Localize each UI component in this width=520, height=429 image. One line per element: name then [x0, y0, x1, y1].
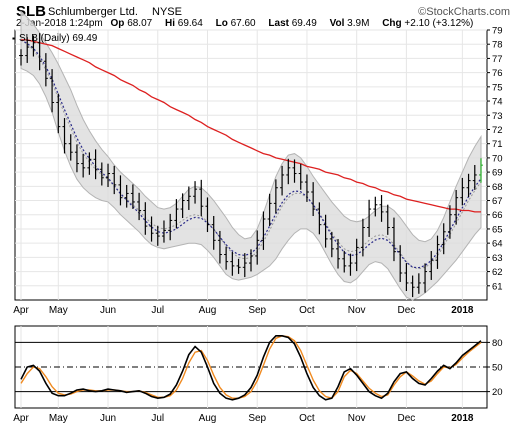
price-x-tick-label: May — [49, 305, 68, 316]
price-y-tick-label: 75 — [492, 82, 503, 93]
price-legend: SLB (Daily) 69.49 — [19, 33, 98, 44]
price-x-tick-label: Dec — [398, 305, 416, 316]
price-x-tick-label: Nov — [348, 305, 366, 316]
osc-y-tick-label: 20 — [492, 387, 503, 398]
osc-x-tick-label: Oct — [299, 413, 315, 424]
price-y-tick-label: 63 — [492, 253, 503, 264]
oscillator-layer: Apr May Jun Jul Aug Sep Oct Nov Dec 2018 20 50 80 — [13, 326, 503, 424]
quote-date: 2-Jan-2018 1:24pm — [16, 18, 103, 29]
quote-high: Hi 69.64 — [165, 18, 203, 29]
quote-change: Chg +2.10 (+3.12%) — [382, 18, 474, 29]
osc-x-tick-label: May — [49, 413, 68, 424]
price-y-tick-label: 78 — [492, 40, 503, 51]
price-y-tick-label: 68 — [492, 182, 503, 193]
price-y-tick-label: 62 — [492, 267, 503, 278]
company-name: Schlumberger Ltd. — [48, 6, 138, 18]
price-layer: 61 62 63 64 65 66 67 68 69 70 71 72 73 74 75 76 77 78 79 Ap… — [13, 10, 503, 316]
price-y-tick-label: 71 — [492, 139, 503, 150]
price-x-tick-label: 2018 — [451, 305, 474, 316]
legend-marker-icon: ▪ — [12, 34, 15, 43]
osc-fast-line — [20, 334, 482, 401]
price-y-tick-label: 73 — [492, 111, 503, 122]
price-y-tick-label: 72 — [492, 125, 503, 136]
price-y-tick-label: 65 — [492, 224, 503, 235]
osc-y-tick-label: 50 — [492, 363, 503, 374]
osc-x-tick-label: Dec — [398, 413, 416, 424]
quote-volume: Vol 3.9M — [329, 18, 370, 29]
osc-x-tick-label: Aug — [199, 413, 217, 424]
long-moving-average — [21, 39, 481, 213]
price-y-tick-label: 76 — [492, 68, 503, 79]
osc-x-tick-label: Nov — [348, 413, 366, 424]
quote-open: Op 68.07 — [110, 18, 153, 29]
price-x-tick-label: Aug — [199, 305, 217, 316]
osc-x-tick-label: 2018 — [451, 413, 474, 424]
exchange-name: NYSE — [152, 6, 182, 18]
price-y-tick-label: 70 — [492, 153, 503, 164]
osc-x-tick-label: Jul — [151, 413, 164, 424]
price-y-tick-label: 79 — [492, 26, 503, 37]
osc-x-tick-label: Apr — [13, 413, 29, 424]
brand-label[interactable]: ©StockCharts.com — [418, 6, 510, 18]
price-y-tick-label: 74 — [492, 97, 503, 108]
price-y-tick-label: 67 — [492, 196, 503, 207]
price-x-tick-label: Sep — [248, 305, 266, 316]
quote-last: Last 69.49 — [268, 18, 317, 29]
osc-y-tick-label: 80 — [492, 338, 503, 349]
osc-x-tick-label: Jun — [100, 413, 116, 424]
price-y-tick-label: 66 — [492, 210, 503, 221]
price-x-tick-label: Jul — [151, 305, 164, 316]
price-y-tick-label: 77 — [492, 54, 503, 65]
price-x-tick-label: Apr — [13, 305, 29, 316]
price-y-tick-label: 61 — [492, 281, 503, 292]
price-y-tick-label: 69 — [492, 168, 503, 179]
osc-x-tick-label: Sep — [248, 413, 266, 424]
price-x-tick-label: Jun — [100, 305, 116, 316]
price-y-tick-label: 64 — [492, 239, 503, 250]
quote-low: Lo 67.60 — [215, 18, 256, 29]
quote-line: 2-Jan-2018 1:24pm Op 68.07 Hi 69.64 Lo 6… — [16, 18, 483, 29]
price-x-tick-label: Oct — [299, 305, 315, 316]
